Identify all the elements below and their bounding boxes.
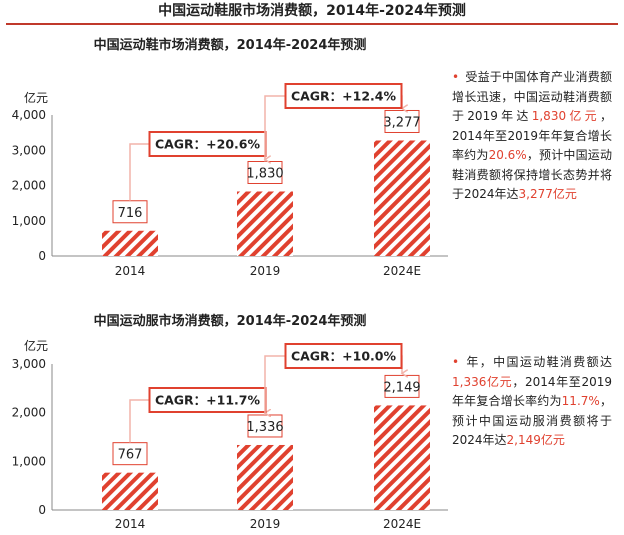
apparel-notes: • 年，中国运动鞋消费额达 1,336亿元，2014年至2019年年复合增长率约为1… — [452, 353, 612, 451]
cagr-label: CAGR：+11.7% — [155, 393, 261, 408]
highlight-figure: 20.6% — [488, 148, 527, 162]
value-label: 1,336 — [246, 420, 283, 435]
y-tick-label: 3,000 — [12, 143, 46, 157]
x-tick-label: 2019 — [250, 264, 281, 278]
value-label: 3,277 — [383, 115, 420, 130]
cagr-label: CAGR：+20.6% — [155, 137, 261, 152]
bar-2019 — [237, 191, 293, 256]
y-tick-label: 0 — [38, 503, 46, 517]
note-text: 受益于中国体育产业消费额增长迅速，中国运动鞋消费额于2019年达 — [452, 70, 612, 123]
y-tick-label: 0 — [38, 249, 46, 263]
bar-2024E — [374, 405, 430, 510]
shoe-notes: • 受益于中国体育产业消费额增长迅速，中国运动鞋消费额于2019年达1,830亿元… — [452, 68, 612, 205]
cagr-box — [284, 83, 403, 109]
value-label: 1,830 — [246, 166, 283, 181]
highlight-figure: 11.7% — [561, 394, 600, 408]
x-tick-label: 2014 — [115, 517, 146, 531]
y-axis-label: 亿元 — [24, 90, 48, 105]
bar-2024E — [374, 140, 430, 256]
cagr-label: CAGR：+10.0% — [291, 349, 397, 364]
note-text: ，预计中国运动服消费额将于2024年达 — [452, 394, 612, 447]
cagr-label: CAGR：+12.4% — [291, 89, 397, 104]
value-label: 767 — [118, 448, 143, 463]
title-rule — [6, 23, 618, 25]
chart-title: 中国运动服市场消费额，2014年-2024年预测 — [94, 313, 367, 329]
note-text: ，2014年至2019年年复合增长率约为 — [452, 109, 612, 162]
bullet: • — [452, 355, 460, 369]
bar-2014 — [102, 230, 158, 256]
cagr-box — [284, 343, 403, 369]
value-label: 716 — [118, 206, 143, 221]
highlight-figure: 1,336亿元 — [452, 374, 513, 389]
x-tick-label: 2024E — [383, 264, 421, 278]
bar-2014 — [102, 472, 158, 510]
y-tick-label: 2,000 — [12, 406, 46, 420]
y-tick-label: 1,000 — [12, 214, 46, 228]
page-title: 中国运动鞋服市场消费额，2014年-2024年预测 — [158, 3, 466, 19]
y-tick-label: 4,000 — [12, 108, 46, 122]
y-axis-label: 亿元 — [24, 338, 48, 353]
x-tick-label: 2014 — [115, 264, 146, 278]
note-text: 年，中国运动鞋消费额达 — [465, 355, 612, 369]
highlight-figure: 1,830亿元 — [531, 109, 600, 123]
x-tick-label: 2024E — [383, 517, 421, 531]
note-text: ，2014年至2019年年复合增长率约为 — [452, 374, 612, 409]
bar-2019 — [237, 444, 293, 510]
x-tick-label: 2019 — [250, 517, 281, 531]
note-text: ，预计中国运动鞋消费额将保持增长态势并将于2024年达 — [452, 148, 612, 201]
cagr-box — [148, 131, 267, 157]
highlight-figure: 3,277亿元 — [518, 187, 577, 201]
chart-title: 中国运动鞋市场消费额，2014年-2024年预测 — [94, 37, 367, 53]
value-label: 2,149 — [383, 380, 420, 395]
highlight-figure: 2,149亿元 — [506, 433, 565, 447]
y-tick-label: 2,000 — [12, 179, 46, 193]
y-tick-label: 1,000 — [12, 454, 46, 468]
y-tick-label: 3,000 — [12, 357, 46, 371]
bullet: • — [452, 70, 460, 84]
